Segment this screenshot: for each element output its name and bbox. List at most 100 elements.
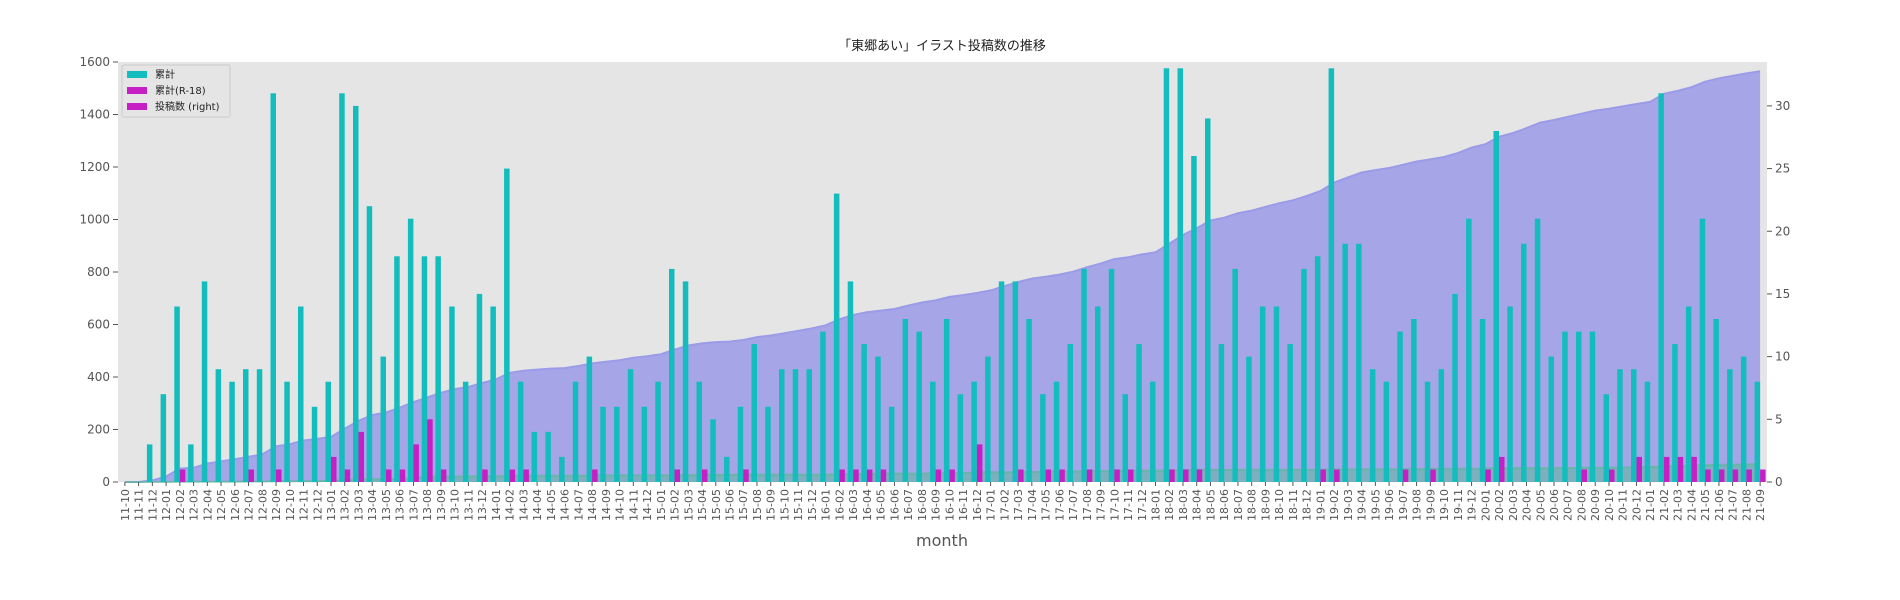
x-tick-label: 13-11 (462, 489, 475, 521)
bar-posts-16-06 (888, 406, 895, 482)
bar-posts-21-06 (1713, 319, 1719, 482)
x-tick-label: 16-10 (943, 489, 956, 521)
bar-posts-r18-17-08 (1086, 469, 1093, 482)
x-tick-label: 18-03 (1177, 489, 1190, 521)
bar-posts-17-04 (1026, 319, 1032, 482)
bar-posts-13-01 (325, 381, 331, 482)
x-tick-label: 14-03 (517, 489, 530, 521)
x-tick-label: 21-05 (1699, 489, 1712, 521)
x-tick-label: 16-05 (875, 489, 888, 521)
bar-posts-19-05 (1369, 369, 1376, 482)
x-tick-label: 17-02 (998, 489, 1011, 521)
bar-posts-r18-16-05 (880, 469, 887, 482)
x-tick-label: 14-02 (504, 489, 517, 521)
bar-posts-14-03 (517, 381, 524, 482)
bar-posts-r18-13-06 (399, 469, 406, 482)
y-tick-label: 800 (87, 265, 110, 279)
x-tick-label: 18-10 (1273, 489, 1286, 521)
x-tick-label: 13-02 (339, 489, 352, 521)
bar-posts-21-07 (1727, 369, 1733, 482)
bar-posts-15-10 (779, 369, 785, 482)
bar-posts-21-03 (1672, 344, 1678, 482)
bar-posts-14-02 (504, 168, 510, 482)
x-tick-label: 19-09 (1424, 489, 1437, 521)
bar-posts-14-06 (559, 456, 565, 482)
bar-posts-r18-13-07 (413, 444, 419, 482)
x-tick-label: 16-07 (902, 489, 915, 521)
x-tick-label: 11-12 (146, 489, 159, 521)
bar-posts-18-02 (1163, 68, 1170, 483)
x-tick-label: 12-08 (256, 489, 269, 521)
bar-posts-16-11 (957, 394, 964, 482)
bar-posts-20-06 (1548, 356, 1554, 482)
x-tick-label: 21-08 (1740, 489, 1753, 521)
bar-posts-14-07 (572, 381, 579, 482)
x-tick-label: 17-04 (1026, 489, 1039, 521)
bar-posts-16-12 (971, 381, 977, 482)
bar-posts-r18-14-02 (509, 469, 516, 482)
x-tick-label: 14-09 (600, 489, 613, 521)
bar-posts-12-09 (270, 93, 276, 483)
bar-posts-r18-19-07 (1402, 469, 1409, 482)
x-tick-label: 19-10 (1438, 489, 1451, 521)
y-tick-label: 1600 (79, 55, 110, 69)
bar-posts-19-09 (1424, 381, 1431, 482)
bar-posts-17-06 (1053, 381, 1060, 482)
x-tick-label: 15-12 (806, 489, 819, 521)
x-tick-label: 15-11 (792, 489, 805, 521)
bar-posts-16-04 (861, 344, 867, 482)
bar-posts-17-01 (985, 356, 991, 482)
x-tick-label: 12-11 (298, 489, 311, 521)
bar-posts-18-06 (1218, 344, 1225, 482)
x-tick-label: 19-12 (1466, 489, 1479, 521)
bar-posts-20-04 (1521, 243, 1527, 482)
x-tick-label: 21-03 (1672, 489, 1685, 521)
bar-posts-13-05 (380, 356, 386, 482)
x-tick-label: 17-11 (1122, 489, 1135, 521)
x-tick-label: 17-07 (1067, 489, 1080, 521)
bar-posts-15-05 (710, 419, 716, 482)
x-tick-label: 18-06 (1218, 489, 1231, 521)
x-axis-label: month (916, 531, 968, 550)
x-tick-label: 19-03 (1342, 489, 1355, 521)
x-tick-label: 15-05 (710, 489, 723, 521)
x-axis: 11-10 11-11 11-12 12-01 12-02 12-03 12-04 12-05… (119, 482, 1767, 521)
x-tick-label: 18-04 (1191, 489, 1204, 521)
x-tick-label: 20-10 (1603, 489, 1616, 521)
bar-posts-r18-14-08 (592, 469, 598, 482)
bar-posts-21-04 (1685, 306, 1692, 482)
bar-posts-13-12 (476, 293, 483, 482)
bar-posts-13-03 (353, 105, 359, 483)
x-tick-label: 17-06 (1053, 489, 1066, 521)
bar-posts-15-09 (765, 406, 771, 482)
x-tick-label: 19-07 (1397, 489, 1410, 521)
bar-posts-19-02 (1328, 68, 1335, 483)
bar-posts-21-05 (1699, 218, 1706, 482)
bar-posts-r18-17-06 (1059, 469, 1065, 482)
bar-posts-13-06 (394, 256, 400, 482)
bar-posts-19-12 (1466, 218, 1472, 482)
bar-posts-r18-16-03 (853, 469, 859, 482)
x-tick-label: 14-10 (614, 489, 627, 521)
x-tick-label: 18-02 (1163, 489, 1176, 521)
bar-posts-r18-16-12 (976, 444, 983, 482)
bar-posts-12-01 (160, 394, 167, 482)
bar-posts-14-09 (600, 406, 606, 482)
x-tick-label: 16-09 (930, 489, 943, 521)
y-tick-label: 1400 (79, 108, 110, 122)
x-tick-label: 21-09 (1754, 489, 1767, 521)
bar-posts-r18-21-08 (1746, 469, 1752, 482)
x-tick-label: 20-02 (1493, 489, 1506, 521)
bar-posts-17-03 (1012, 281, 1019, 482)
x-tick-label: 14-01 (490, 489, 503, 521)
bar-posts-17-07 (1067, 344, 1073, 482)
bar-posts-r18-12-07 (248, 469, 254, 482)
y-tick-label: 0 (102, 475, 110, 489)
x-tick-label: 14-06 (559, 489, 572, 521)
bar-posts-r18-13-02 (344, 469, 351, 482)
x-tick-label: 19-02 (1328, 489, 1341, 521)
bar-posts-15-01 (655, 381, 661, 482)
bar-posts-r18-17-10 (1114, 469, 1120, 482)
bar-posts-13-11 (462, 381, 469, 482)
